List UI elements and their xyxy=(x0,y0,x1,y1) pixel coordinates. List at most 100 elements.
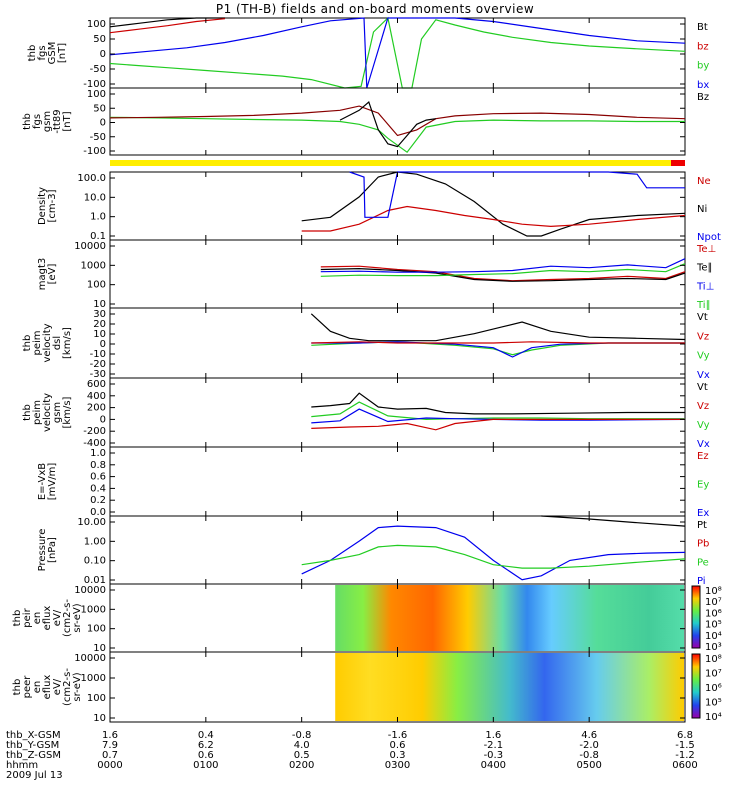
y-axis-label: thb xyxy=(27,45,38,62)
panel-peim-dsl xyxy=(109,307,686,379)
legend-entry: Ti∥ xyxy=(696,300,711,311)
colorbar-label: 10⁸ xyxy=(705,586,722,597)
footer-value: 0200 xyxy=(289,760,314,771)
y-tick-label: 0.0 xyxy=(90,507,106,518)
colorbar xyxy=(691,653,701,719)
legend-entry: Te∥ xyxy=(696,263,713,274)
heatmap-area xyxy=(335,653,684,721)
footer-value: 7.9 xyxy=(102,740,118,751)
colorbar-label: 10⁵ xyxy=(705,620,722,631)
y-tick-label: 200 xyxy=(87,403,106,414)
y-axis-label: eflux xyxy=(42,606,53,631)
y-tick-label: 400 xyxy=(87,391,106,402)
panel-density xyxy=(109,171,686,241)
colorbar-label: 10⁷ xyxy=(705,669,722,680)
legend-entry: Bz xyxy=(697,92,709,103)
y-tick-label: 10000 xyxy=(74,241,106,252)
y-tick-label: -10 xyxy=(90,349,106,360)
y-axis-label: gsm xyxy=(52,402,63,423)
series-Vy xyxy=(311,341,685,356)
legend-entry: Vz xyxy=(697,401,709,412)
y-tick-label: 30 xyxy=(93,309,106,320)
series-green xyxy=(109,116,685,154)
legend-entry: Ti⊥ xyxy=(696,281,714,292)
footer-row-label: thb_Y-GSM xyxy=(6,740,59,751)
y-tick-label: -400 xyxy=(83,438,106,449)
y-axis-label: (cm2-s- xyxy=(62,668,73,706)
y-tick-label: 1.0 xyxy=(90,448,106,459)
colorbar-label: 10⁷ xyxy=(705,597,722,608)
footer-date: 2009 Jul 13 xyxy=(6,770,63,781)
y-tick-label: 10 xyxy=(93,299,106,310)
colorbar-label: 10⁴ xyxy=(705,631,722,642)
footer-value: 0.6 xyxy=(198,750,214,761)
series-Vx xyxy=(311,341,685,358)
footer-value: 4.6 xyxy=(581,730,597,741)
y-tick-label: 0.4 xyxy=(90,483,106,494)
y-axis-label: thb xyxy=(12,610,23,627)
legend-entry: Pe xyxy=(697,557,709,568)
footer-value: 0600 xyxy=(672,760,697,771)
series-Vt xyxy=(311,392,685,415)
footer-value: -0.3 xyxy=(484,750,504,761)
panel-frame xyxy=(109,239,686,309)
legend-entry: by xyxy=(697,61,709,72)
status-bar-red xyxy=(671,160,685,166)
footer-value: 4.0 xyxy=(294,740,310,751)
series-Te∥ xyxy=(320,267,686,282)
footer-row-label: hhmm xyxy=(6,760,38,771)
y-tick-label: -50 xyxy=(90,64,106,75)
y-tick-label: -200 xyxy=(83,426,106,437)
y-tick-label: 10 xyxy=(93,329,106,340)
legend-entry: Npot xyxy=(697,232,721,243)
legend-entry: bz xyxy=(697,41,709,52)
y-tick-label: 0.01 xyxy=(84,575,106,586)
footer-value: 0.6 xyxy=(390,740,406,751)
y-axis-label: thb xyxy=(22,113,33,130)
panel-frame xyxy=(109,171,686,241)
y-tick-label: 1000 xyxy=(81,604,106,615)
footer-value: -1.6 xyxy=(388,730,408,741)
legend-entry: Vy xyxy=(697,420,710,431)
panel-pressure xyxy=(109,515,686,585)
y-axis-label: [eV] xyxy=(47,264,58,285)
footer-value: -0.8 xyxy=(579,750,599,761)
y-axis-label: eflux xyxy=(42,675,53,700)
y-tick-label: 0 xyxy=(100,49,106,60)
panel-fgs xyxy=(109,16,686,89)
y-tick-label: 600 xyxy=(87,379,106,390)
footer-value: -1.2 xyxy=(675,750,695,761)
series-Vx xyxy=(311,408,686,424)
y-tick-label: 0.6 xyxy=(90,472,106,483)
y-tick-label: 100 xyxy=(87,693,106,704)
y-tick-label: 10 xyxy=(93,643,106,654)
y-tick-label: 10 xyxy=(93,713,106,724)
series-Vt xyxy=(310,313,686,342)
y-tick-label: -30 xyxy=(90,369,106,380)
series-bz xyxy=(109,18,226,34)
panel-efield xyxy=(109,446,686,517)
y-axis-label: peim xyxy=(32,330,43,355)
y-tick-label: 20 xyxy=(93,319,106,330)
y-tick-label: -100 xyxy=(83,79,106,90)
footer-value: 6.2 xyxy=(198,740,214,751)
footer-value: 0500 xyxy=(576,760,601,771)
y-axis-label: Density xyxy=(37,187,48,225)
legend-entry: Vz xyxy=(697,331,709,342)
colorbar xyxy=(691,585,701,649)
series-bx xyxy=(109,17,686,89)
legend-entry: Ne xyxy=(697,176,711,187)
series-Npot xyxy=(349,171,685,218)
footer-value: 6.8 xyxy=(677,730,693,741)
legend-entry: Vt xyxy=(697,382,708,393)
y-axis-label: peim xyxy=(32,400,43,425)
y-axis-label: sr-eV) xyxy=(72,603,83,632)
y-tick-label: 1.00 xyxy=(84,536,106,547)
y-axis-label: magt3 xyxy=(37,258,48,291)
heatmap-area xyxy=(335,585,684,651)
chart-title: P1 (TH-B) fields and on-board moments ov… xyxy=(215,2,535,16)
y-axis-label: GSM xyxy=(47,42,58,65)
y-axis-label: thb xyxy=(12,679,23,696)
y-tick-label: -20 xyxy=(90,359,106,370)
